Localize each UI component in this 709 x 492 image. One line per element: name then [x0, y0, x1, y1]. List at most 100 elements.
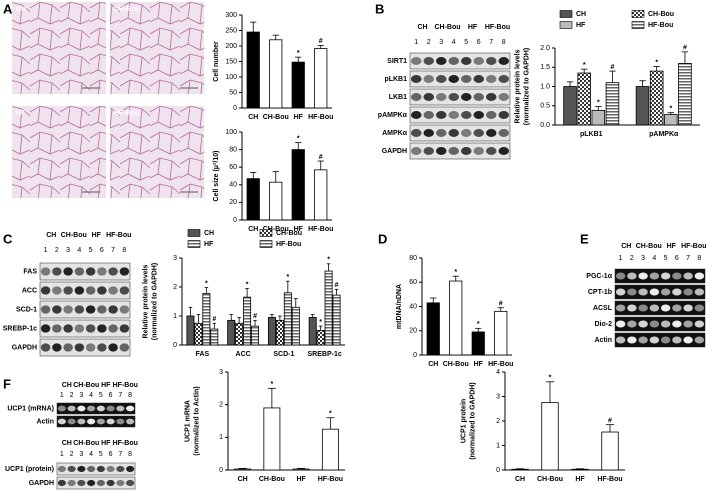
blot-strip	[409, 124, 511, 142]
bar	[269, 181, 283, 221]
blot-band	[473, 75, 484, 83]
bar	[471, 331, 485, 356]
y-tick-label: 4	[496, 369, 500, 376]
lane-number: 4	[652, 255, 656, 262]
blot-band	[57, 465, 66, 473]
x-tick-label: HF-Bou	[318, 476, 343, 483]
blot-row-label: SCD-1	[16, 306, 37, 313]
x-tick-label: SCD-1	[273, 351, 294, 358]
y-tick-label: 80	[409, 255, 417, 262]
significance-mark: #	[335, 282, 339, 289]
blot-band	[448, 75, 459, 83]
bar	[314, 48, 328, 109]
y-axis-label: (normalized to GAPDH)	[469, 382, 476, 459]
micrograph-label: CH-Bou	[114, 6, 140, 13]
blot-band	[649, 336, 660, 344]
y-tick-label: 50	[229, 89, 237, 96]
bar	[591, 109, 606, 126]
blot-band	[126, 479, 135, 487]
micrograph-label: CH	[16, 6, 26, 13]
y-tick-label: 20	[229, 199, 237, 206]
bar	[494, 310, 508, 356]
blot-band	[57, 405, 66, 412]
legend-swatch	[559, 21, 573, 29]
blot-band	[97, 267, 107, 276]
x-tick-label: CH-Bou	[537, 476, 563, 483]
significance-mark: *	[477, 321, 480, 328]
x-tick-label: CH	[515, 476, 525, 483]
bar	[324, 270, 333, 346]
blot-strip	[614, 284, 706, 300]
blot-row-label: pAMPKα	[378, 112, 408, 119]
blot-band	[436, 57, 447, 65]
y-tick-label: 20	[409, 328, 417, 335]
group-label: HF	[92, 232, 102, 239]
lane-number: 2	[70, 451, 74, 458]
y-axis-label: (normalized to GAPDH)	[523, 48, 530, 125]
blot-band	[106, 418, 115, 425]
y-tick-label: 3	[173, 255, 177, 262]
significance-mark: *	[583, 62, 586, 69]
legend-swatch	[187, 240, 201, 248]
blot-band	[96, 479, 105, 487]
significance-mark: *	[669, 106, 672, 113]
lane-number: 3	[79, 392, 83, 399]
blot-band	[67, 465, 76, 473]
y-tick-label: 1.5	[540, 64, 550, 71]
blot-band	[627, 320, 637, 328]
blot-band	[411, 129, 422, 137]
blot-band	[694, 304, 705, 312]
blot-band	[461, 111, 472, 119]
legend-label: CH	[204, 230, 214, 237]
blot-band	[411, 111, 422, 119]
blot-band	[40, 286, 51, 295]
significance-mark: #	[319, 154, 323, 161]
blot-band	[85, 324, 96, 333]
y-tick-label: 40	[229, 182, 237, 189]
blot-band	[126, 405, 135, 412]
bar	[308, 317, 317, 346]
blot-band	[638, 304, 648, 312]
blot-band	[461, 57, 472, 65]
y-tick-label: 0	[413, 352, 417, 359]
blot-band	[473, 147, 484, 155]
significance-mark: #	[683, 45, 687, 52]
y-tick-label: 0.5	[540, 103, 550, 110]
lane-number: 1	[60, 451, 64, 458]
micrograph	[12, 106, 106, 198]
blot-band	[77, 405, 86, 412]
group-label: CH	[417, 24, 427, 31]
lane-number: 7	[686, 255, 690, 262]
blot-strip	[39, 281, 131, 300]
y-tick-label: 100	[225, 74, 237, 81]
group-label: HF	[468, 24, 478, 31]
blot-band	[52, 324, 62, 333]
blot-band	[638, 336, 648, 344]
blot-band	[448, 129, 459, 137]
bar	[234, 468, 252, 471]
lane-number: 6	[109, 451, 113, 458]
significance-mark: *	[549, 375, 552, 382]
blot-band	[52, 267, 62, 276]
significance-mark: *	[319, 319, 322, 326]
blot-band	[97, 305, 107, 314]
y-tick-label: 2	[496, 418, 500, 425]
micrograph	[110, 106, 204, 198]
y-tick-label: 1	[496, 442, 500, 449]
group-label: HF-Bou	[113, 382, 138, 389]
x-tick-label: CH-Bou	[263, 226, 289, 233]
blot-band	[108, 267, 118, 276]
lane-number: 4	[77, 247, 81, 254]
y-axis-label: Relative protein levels	[514, 49, 521, 123]
x-tick-label: CH	[238, 476, 248, 483]
lane-number: 6	[675, 255, 679, 262]
blot-band	[683, 336, 693, 344]
y-tick-label: 200	[225, 43, 237, 50]
blot-band	[498, 147, 509, 155]
significance-mark: *	[246, 281, 249, 288]
bar	[577, 72, 591, 126]
blot-band	[615, 288, 626, 296]
blot-row-label: Dio-2	[595, 321, 613, 328]
blot-band	[108, 343, 118, 352]
blot-band	[108, 324, 118, 333]
